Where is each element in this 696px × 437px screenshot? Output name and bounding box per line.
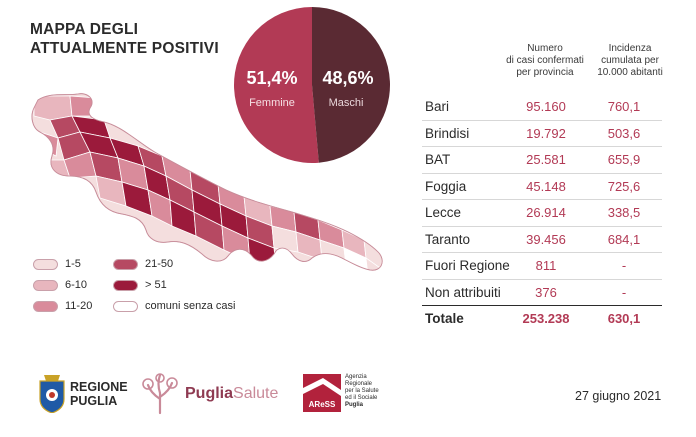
province-name: Foggia bbox=[425, 178, 467, 194]
table-row: Lecce 26.914 338,5 bbox=[422, 200, 662, 227]
province-name: Lecce bbox=[425, 205, 462, 220]
total-cases: 253.238 bbox=[522, 311, 570, 326]
header-cases-line-3: per provincia bbox=[516, 67, 574, 78]
regione-line-1: REGIONE bbox=[70, 380, 128, 394]
salute-light: Salute bbox=[233, 385, 279, 402]
municipality bbox=[33, 95, 73, 121]
regione-line-2: PUGLIA bbox=[70, 394, 118, 408]
aress-line-1: Agenzia bbox=[345, 374, 367, 380]
legend-swatch bbox=[33, 279, 58, 291]
province-incidence: 760,1 bbox=[607, 99, 641, 114]
province-cases: 26.914 bbox=[526, 205, 566, 220]
legend-item: > 51 bbox=[113, 279, 167, 291]
region-outline bbox=[31, 93, 383, 271]
province-cases: 376 bbox=[535, 284, 557, 300]
map-title: MAPPA DEGLI ATTUALMENTE POSITIVI bbox=[30, 20, 219, 58]
header-incidence-line-1: Incidenza bbox=[608, 43, 652, 54]
legend-swatch bbox=[113, 300, 138, 312]
province-cases: 45.148 bbox=[526, 178, 566, 194]
header-cases: Numero di casi confermati per provincia bbox=[500, 43, 590, 79]
aress-logo-icon: AReSS bbox=[303, 374, 341, 412]
pie-slice-female bbox=[234, 7, 319, 163]
table-row: BAT 25.581 655,9 bbox=[422, 147, 662, 174]
table-row: Bari 95.160 760,1 bbox=[422, 94, 662, 121]
map-legend: 1-5 6-10 11-20 21-50 > 51 comuni senza c… bbox=[33, 258, 283, 318]
title-line-2: ATTUALMENTE POSITIVI bbox=[30, 40, 219, 57]
table-row: Brindisi 19.792 503,6 bbox=[422, 121, 662, 147]
legend-item: 11-20 bbox=[33, 300, 92, 312]
province-cases: 811 bbox=[535, 258, 557, 273]
province-cases: 19.792 bbox=[526, 125, 566, 141]
aress-logo-text: Agenzia Regionale per la Salute ed il So… bbox=[345, 374, 405, 409]
female-pct: 51,4% bbox=[246, 68, 297, 88]
legend-label: 6-10 bbox=[65, 279, 88, 291]
male-pct: 48,6% bbox=[322, 68, 373, 88]
province-name: Taranto bbox=[425, 231, 471, 247]
aress-line-3: per la Salute bbox=[345, 388, 379, 394]
regione-puglia-crest-icon bbox=[39, 375, 65, 413]
province-incidence: 725,6 bbox=[607, 178, 641, 194]
gender-pie-chart: 51,4% Femmine 48,6% Maschi bbox=[234, 7, 391, 163]
report-date: 27 giugno 2021 bbox=[575, 389, 662, 403]
province-table: Bari 95.160 760,1 Brindisi 19.792 503,6 … bbox=[422, 94, 662, 332]
province-cases: 25.581 bbox=[526, 152, 566, 167]
total-label: Totale bbox=[425, 311, 464, 326]
header-cases-line-2: di casi confermati bbox=[506, 55, 584, 66]
table-row: Foggia 45.148 725,6 bbox=[422, 174, 662, 200]
legend-swatch bbox=[33, 300, 58, 312]
legend-swatch bbox=[113, 279, 138, 291]
province-name: Brindisi bbox=[425, 125, 470, 141]
province-incidence: - bbox=[621, 258, 627, 273]
province-cases: 95.160 bbox=[526, 99, 566, 114]
province-cases: 39.456 bbox=[526, 231, 566, 247]
aress-line-2: Regionale bbox=[345, 381, 373, 387]
aress-line-4: ed il Sociale bbox=[345, 395, 378, 401]
legend-label: 11-20 bbox=[65, 300, 93, 312]
municipality bbox=[69, 95, 97, 117]
header-cases-line-1: Numero bbox=[527, 43, 563, 54]
legend-label: 1-5 bbox=[65, 258, 81, 270]
province-name: Non attribuiti bbox=[425, 284, 501, 300]
legend-item: 1-5 bbox=[33, 258, 81, 270]
province-name: Bari bbox=[425, 99, 450, 114]
province-incidence: 655,9 bbox=[607, 152, 641, 167]
header-incidence-line-2: cumulata per bbox=[601, 55, 659, 66]
footer: REGIONE PUGLIA PugliaSalute AReSS Agenzi… bbox=[0, 365, 696, 425]
legend-swatch bbox=[33, 258, 58, 270]
puglia-salute-tree-icon bbox=[142, 373, 178, 415]
puglia-salute-logo-text: PugliaSalute bbox=[185, 385, 278, 403]
aress-abbr: AReSS bbox=[309, 400, 336, 409]
province-incidence: 338,5 bbox=[607, 205, 641, 220]
pie-slice-male bbox=[312, 7, 391, 163]
legend-item: 21-50 bbox=[113, 258, 173, 270]
legend-label: > 51 bbox=[145, 279, 167, 291]
title-line-1: MAPPA DEGLI bbox=[30, 21, 139, 38]
female-label: Femmine bbox=[249, 97, 295, 109]
puglia-bold: Puglia bbox=[185, 385, 234, 402]
legend-label: comuni senza casi bbox=[145, 300, 236, 312]
total-incidence: 630,1 bbox=[607, 311, 641, 326]
header-incidence: Incidenza cumulata per 10.000 abitanti bbox=[585, 43, 675, 79]
legend-item: comuni senza casi bbox=[113, 300, 236, 312]
table-row: Fuori Regione 811 - bbox=[422, 253, 662, 280]
table-row: Taranto 39.456 684,1 bbox=[422, 227, 662, 253]
legend-label: 21-50 bbox=[145, 258, 174, 270]
province-incidence: 684,1 bbox=[607, 231, 641, 247]
puglia-map bbox=[31, 93, 383, 271]
province-incidence: - bbox=[621, 284, 627, 300]
header-incidence-line-3: 10.000 abitanti bbox=[597, 67, 663, 78]
province-name: Fuori Regione bbox=[425, 258, 510, 273]
male-label: Maschi bbox=[329, 97, 364, 109]
legend-swatch bbox=[113, 258, 138, 270]
regione-puglia-logo-text: REGIONE PUGLIA bbox=[70, 380, 128, 408]
province-name: BAT bbox=[425, 152, 451, 167]
aress-line-5: Puglia bbox=[345, 402, 364, 408]
table-row: Non attribuiti 376 - bbox=[422, 280, 662, 306]
table-total-row: Totale 253.238 630,1 bbox=[422, 305, 662, 332]
legend-item: 6-10 bbox=[33, 279, 87, 291]
province-incidence: 503,6 bbox=[607, 125, 641, 141]
